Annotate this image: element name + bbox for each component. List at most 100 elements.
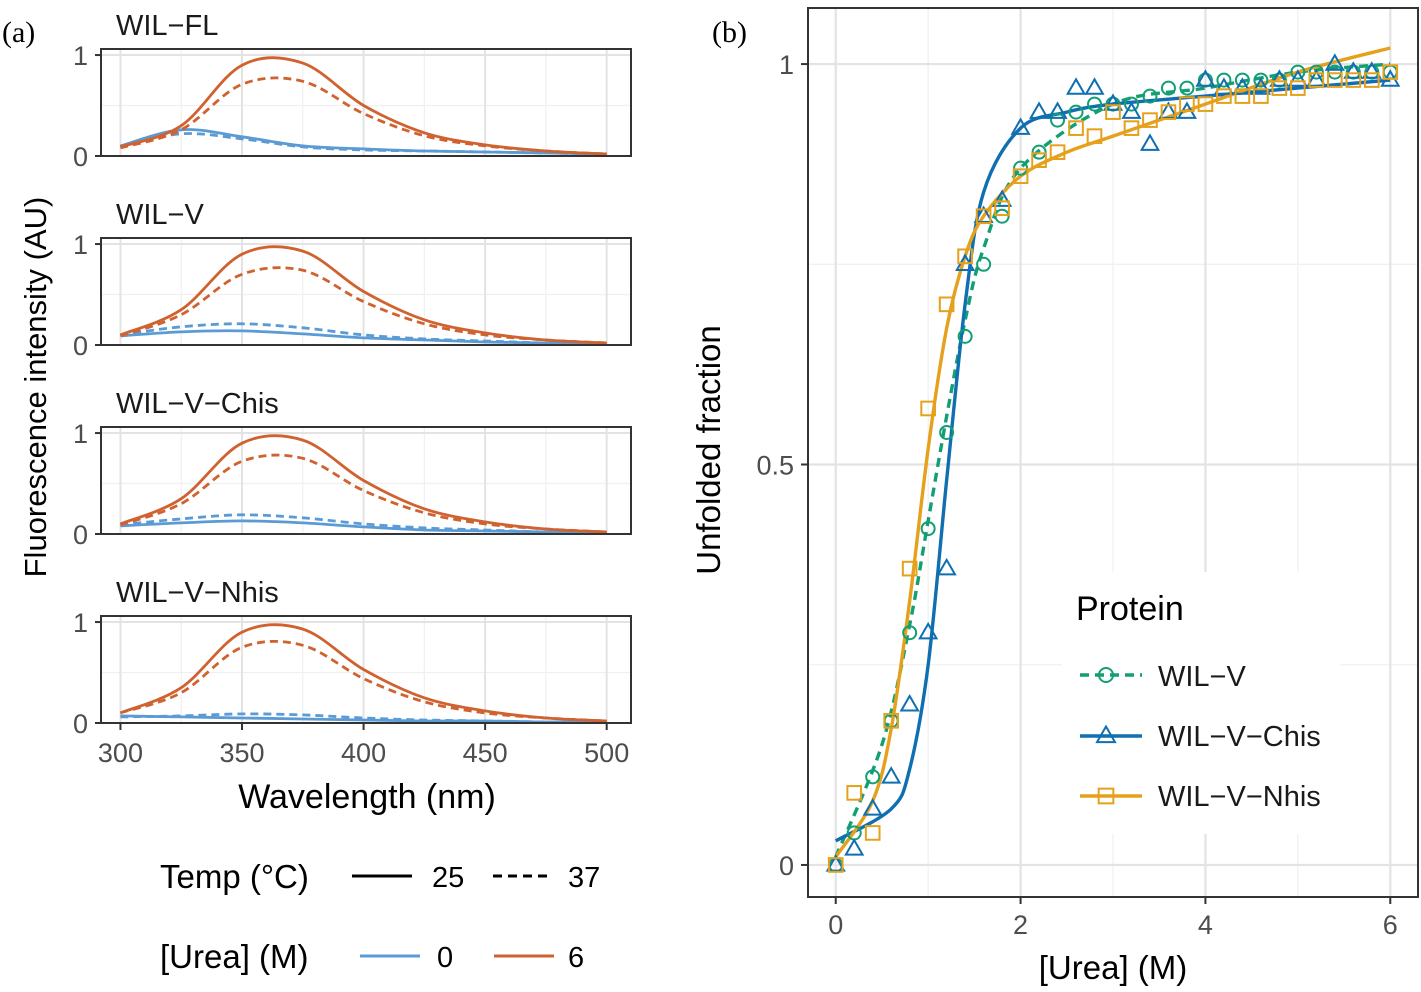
data-point-wil-v-chis: [936, 557, 957, 576]
data-point-wil-v-chis: [1047, 101, 1068, 119]
legend-label-wil-v: WIL−V: [1158, 661, 1246, 693]
data-point-wil-v: [939, 424, 955, 440]
data-point-wil-v-nhis: [938, 296, 955, 313]
data-point-wil-v-nhis: [1068, 120, 1084, 136]
data-point-wil-v: [957, 328, 973, 344]
x-tick-label: 0: [828, 910, 843, 940]
fit-line-wil-v: [834, 62, 1391, 858]
data-point-wil-v-nhis: [1234, 88, 1251, 104]
legend-marker-wil-v-nhis: [1097, 787, 1115, 805]
data-point-wil-v: [1160, 80, 1176, 96]
data-point-wil-v: [976, 256, 992, 272]
facet-wil-v: WIL−V 0 1: [73, 199, 632, 361]
data-point-wil-v: [1087, 96, 1103, 112]
series-line-urea6-temp37: [119, 266, 607, 345]
data-point-wil-v-nhis: [1179, 96, 1195, 112]
data-point-wil-v-chis: [1250, 77, 1271, 95]
data-point-wil-v-nhis: [1308, 72, 1325, 88]
facet-strip-label: WIL−FL: [116, 10, 218, 42]
legend-marker-wil-v-chis: [1095, 724, 1117, 744]
facet-wil-fl: WIL−FL 0 1: [73, 10, 632, 172]
data-point-wil-v-nhis: [883, 712, 900, 729]
y-tick-label: 1: [779, 50, 794, 80]
y-tick-label: 0.5: [756, 451, 794, 481]
panel-a-legend: Temp (°C) 25 37 [Urea] (M) 0 6: [160, 858, 600, 975]
legend-background: [1062, 572, 1340, 834]
temp-legend-label-25: 25: [432, 862, 464, 894]
panel-a-facets: WIL−FL 0 1 WIL−V 0 1 WIL−V−Chis 0 1 WIL−V−Nhis 0 1 3…: [73, 10, 632, 768]
panel-b-plot: 0 0.5 1 0 2 4 6: [756, 7, 1419, 940]
data-point-wil-v: [1031, 144, 1047, 160]
series-line-urea0-temp37: [120, 322, 607, 346]
data-point-wil-v-nhis: [1142, 112, 1158, 128]
y-tick-label: 0: [779, 851, 794, 881]
data-point-wil-v: [865, 769, 881, 785]
series-line-urea6-temp37: [119, 453, 607, 534]
data-point-wil-v-chis: [1121, 101, 1142, 119]
data-point-wil-v: [1216, 72, 1232, 88]
data-point-wil-v-nhis: [1363, 72, 1380, 88]
plot-border: [807, 7, 1419, 898]
data-point-wil-v-nhis: [1216, 88, 1232, 104]
data-point-wil-v-chis: [881, 766, 902, 784]
facet-wil-v-nhis: WIL−V−Nhis 0 1 300 350 400 450 500: [73, 577, 632, 768]
series-line-urea6-temp37: [120, 76, 607, 156]
x-tick-label: 450: [463, 738, 508, 768]
panel-b-label: (b): [712, 16, 747, 49]
data-point-wil-v: [1142, 88, 1158, 104]
data-point-wil-v-nhis: [901, 560, 918, 577]
data-point-wil-v-nhis: [975, 208, 992, 225]
data-point-wil-v-chis: [1269, 69, 1290, 87]
y-tick-label: 0: [73, 331, 88, 361]
data-point-wil-v-chis: [1102, 93, 1124, 111]
urea-legend-label-0: 0: [437, 942, 453, 974]
data-point-wil-v-nhis: [1253, 88, 1269, 104]
data-point-wil-v-chis: [973, 205, 994, 223]
data-point-wil-v-chis: [1195, 69, 1216, 87]
data-point-wil-v-chis: [1232, 77, 1253, 95]
series-line-urea0-temp37: [120, 513, 607, 535]
data-point-wil-v-chis: [1065, 77, 1087, 95]
data-point-wil-v-nhis: [827, 857, 844, 873]
urea-legend-label-6: 6: [568, 942, 584, 974]
data-point-wil-v-nhis: [1290, 80, 1306, 96]
data-point-wil-v: [1253, 72, 1269, 88]
panel-a-xlabel: Wavelength (nm): [238, 778, 496, 816]
data-point-wil-v-nhis: [1382, 64, 1399, 80]
legend-marker-wil-v: [1098, 667, 1114, 683]
data-point-wil-v-nhis: [1345, 72, 1362, 88]
data-point-wil-v: [1290, 64, 1306, 80]
data-point-wil-v: [1179, 80, 1195, 96]
data-point-wil-v-chis: [899, 694, 920, 712]
x-tick-label: 350: [219, 738, 264, 768]
facet-border: [100, 615, 632, 724]
facet-strip-label: WIL−V−Chis: [116, 388, 279, 420]
data-point-wil-v-chis: [1306, 69, 1327, 87]
data-point-wil-v: [1234, 72, 1250, 88]
data-point-wil-v-chis: [825, 854, 846, 872]
data-point-wil-v: [1068, 104, 1084, 120]
data-point-wil-v-chis: [1084, 77, 1105, 95]
y-tick-label: 1: [73, 608, 88, 638]
data-point-wil-v-nhis: [1049, 144, 1066, 160]
y-tick-label: 0: [73, 520, 88, 550]
y-tick-label: 1: [73, 230, 88, 260]
data-point-wil-v: [902, 625, 918, 641]
temp-legend-title: Temp (°C): [160, 858, 309, 895]
legend-title: Protein: [1076, 590, 1184, 628]
panel-a-label: (a): [2, 16, 35, 49]
data-point-wil-v-nhis: [994, 200, 1010, 217]
facet-border: [100, 237, 632, 346]
x-tick-label: 4: [1198, 910, 1213, 940]
data-point-wil-v-chis: [1139, 133, 1161, 151]
x-tick-label: 6: [1383, 910, 1398, 940]
data-point-wil-v: [1308, 64, 1324, 80]
data-point-wil-v-nhis: [1123, 120, 1140, 136]
panel-b-xlabel: [Urea] (M): [1039, 949, 1188, 986]
data-point-wil-v: [1327, 64, 1343, 80]
facet-strip-label: WIL−V: [116, 199, 204, 231]
data-point-wil-v-chis: [1324, 53, 1345, 71]
data-point-wil-v-chis: [1213, 77, 1234, 95]
y-tick-label: 1: [73, 41, 88, 71]
x-tick-label: 400: [341, 738, 386, 768]
